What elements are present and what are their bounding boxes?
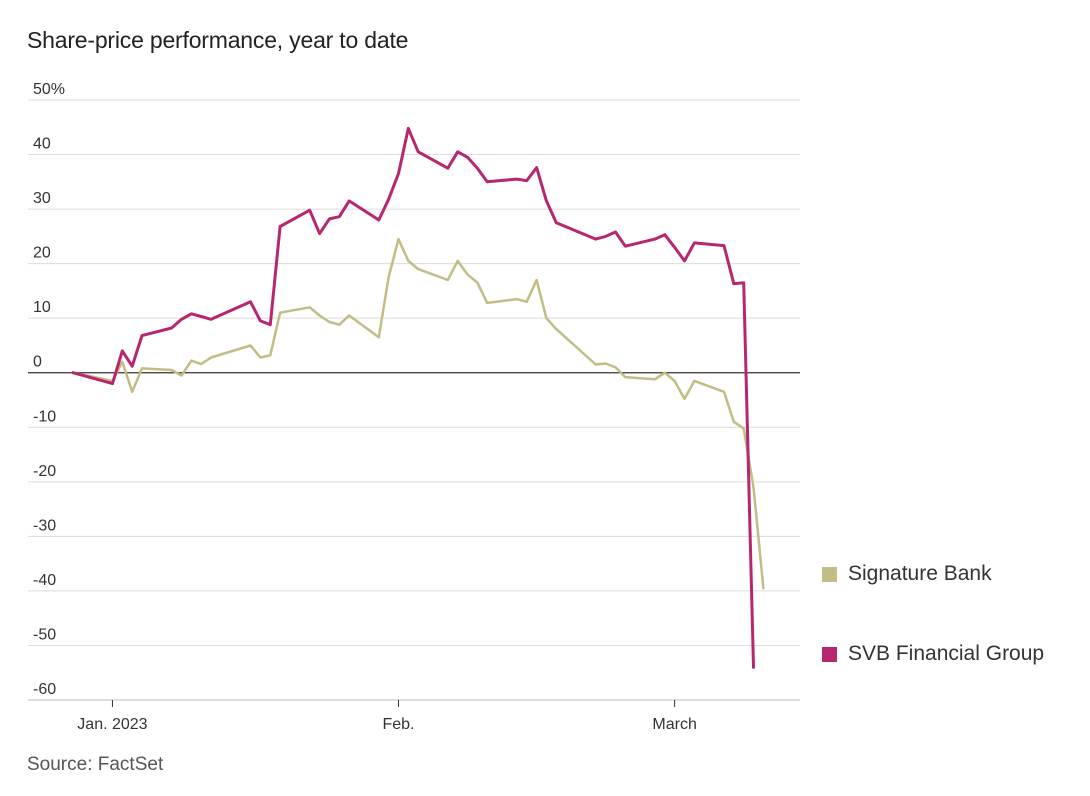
chart-title: Share-price performance, year to date [27, 27, 409, 53]
x-tick-label: Jan. 2023 [77, 716, 147, 733]
legend-label-svb-financial-group: SVB Financial Group [848, 642, 1045, 665]
legend-item-signature-bank: Signature Bank [822, 562, 992, 586]
series-line-svb-financial-group [71, 126, 755, 669]
series-line-signature-bank [71, 237, 765, 590]
y-tick-label: -40 [33, 572, 56, 589]
y-tick-label: -50 [33, 626, 56, 643]
y-tick-label: 10 [33, 299, 51, 316]
y-tick-label: 20 [33, 245, 51, 262]
series-lines [71, 126, 765, 669]
axes: 50% 40 30 20 10 0 -10 -20 -30 -40 -50 -60 Jan. 2023 F… [28, 81, 800, 733]
y-tick-label: -60 [33, 681, 56, 698]
x-tick-label: March [652, 716, 696, 733]
x-tick-label: Feb. [382, 716, 414, 733]
y-tick-label: 40 [33, 136, 51, 153]
y-tick-label: -20 [33, 463, 56, 480]
source-note: Source: FactSet [27, 754, 164, 775]
legend-item-svb-financial-group: SVB Financial Group [822, 642, 1044, 666]
y-tick-label: 50% [33, 81, 65, 98]
y-tick-label: -10 [33, 408, 56, 425]
y-tick-label: -30 [33, 517, 56, 534]
legend-label-signature-bank: Signature Bank [848, 562, 992, 585]
y-tick-label: 0 [33, 354, 42, 371]
legend-swatch-signature-bank [822, 566, 837, 582]
legend-swatch-svb-financial-group [822, 646, 837, 662]
gridlines [28, 99, 800, 646]
y-tick-label: 30 [33, 190, 51, 207]
